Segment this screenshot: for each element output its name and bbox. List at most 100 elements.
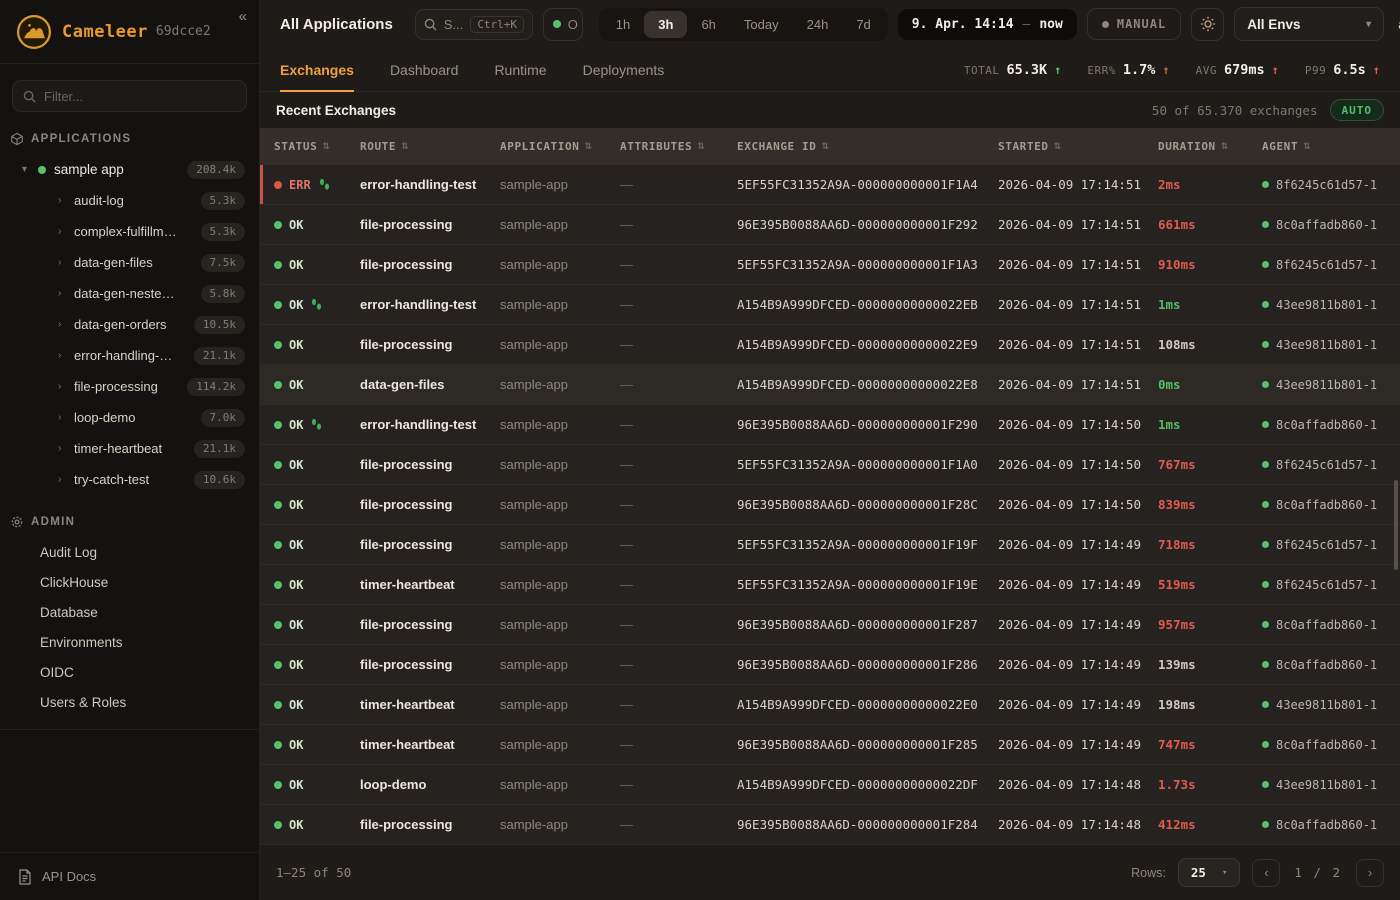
agent-status-dot <box>1262 301 1269 308</box>
table-body: ERR error-handling-test sample-app — 5EF… <box>260 165 1400 845</box>
column-header[interactable]: EXCHANGE ID ⇅ <box>737 140 998 153</box>
tab[interactable]: Runtime <box>494 62 547 78</box>
sidebar-route-item[interactable]: › try-catch-test 10.6k <box>0 464 259 495</box>
rows-per-page-select[interactable]: 25 ▾ <box>1177 858 1241 887</box>
sidebar-admin-item[interactable]: ClickHouse <box>0 567 259 597</box>
column-header[interactable]: DURATION ⇅ <box>1158 140 1262 153</box>
count-badge: 5.8k <box>200 284 245 303</box>
table-row[interactable]: OK file-processing sample-app — 96E395B0… <box>260 645 1400 685</box>
time-range-button[interactable]: 1h <box>615 16 631 32</box>
table-row[interactable]: OK file-processing sample-app — 5EF55FC3… <box>260 525 1400 565</box>
auto-refresh-badge[interactable]: AUTO <box>1329 99 1384 121</box>
sidebar-filter-input[interactable]: Filter... <box>12 80 247 112</box>
sidebar-admin-item[interactable]: Environments <box>0 627 259 657</box>
sort-icon[interactable]: ⇅ <box>1220 141 1229 152</box>
table-row[interactable]: OK file-processing sample-app — 5EF55FC3… <box>260 245 1400 285</box>
sort-icon[interactable]: ⇅ <box>584 141 593 152</box>
sidebar-admin-item[interactable]: Users & Roles <box>0 687 259 717</box>
table-row[interactable]: ERR error-handling-test sample-app — 5EF… <box>260 165 1400 205</box>
column-header[interactable]: STATUS ⇅ <box>274 140 360 153</box>
global-search-input[interactable]: S... Ctrl+K <box>414 8 533 40</box>
sidebar-route-item[interactable]: › error-handling-… 21.1k <box>0 340 259 371</box>
time-range-button[interactable]: 7d <box>856 16 871 32</box>
table-row[interactable]: OK error-handling-test sample-app — A154… <box>260 285 1400 325</box>
status-label: ERR <box>289 177 311 192</box>
chevron-right-icon[interactable]: › <box>58 288 62 299</box>
table-row[interactable]: OK file-processing sample-app — 96E395B0… <box>260 205 1400 245</box>
chevron-right-icon[interactable]: › <box>58 412 62 423</box>
chevron-right-icon[interactable]: › <box>58 443 62 454</box>
table-row[interactable]: OK timer-heartbeat sample-app — 5EF55FC3… <box>260 565 1400 605</box>
chevron-right-icon[interactable]: › <box>58 474 62 485</box>
sidebar-route-item[interactable]: › timer-heartbeat 21.1k <box>0 433 259 464</box>
table-row[interactable]: OK timer-heartbeat sample-app — 96E395B0… <box>260 725 1400 765</box>
sidebar-route-item[interactable]: › data-gen-orders 10.5k <box>0 309 259 340</box>
chevron-right-icon[interactable]: › <box>58 319 62 330</box>
table-row[interactable]: OK timer-heartbeat sample-app — A154B9A9… <box>260 685 1400 725</box>
chevron-right-icon[interactable]: › <box>58 226 62 237</box>
status-cell: OK <box>274 538 360 552</box>
time-range-button[interactable]: 24h <box>806 16 829 32</box>
chevron-right-icon[interactable]: › <box>58 195 62 206</box>
sort-icon[interactable]: ⇅ <box>1053 141 1062 152</box>
theme-toggle-button[interactable] <box>1191 7 1225 41</box>
time-range-button[interactable]: 6h <box>701 16 716 32</box>
table-row[interactable]: OK error-handling-test sample-app — 96E3… <box>260 405 1400 445</box>
table-row[interactable]: OK file-processing sample-app — 96E395B0… <box>260 485 1400 525</box>
application-cell: sample-app <box>500 417 568 432</box>
sidebar-admin-item[interactable]: OIDC <box>0 657 259 687</box>
column-header[interactable]: ATTRIBUTES ⇅ <box>620 140 737 153</box>
sidebar-route-item[interactable]: › loop-demo 7.0k <box>0 402 259 433</box>
table-row[interactable]: OK data-gen-files sample-app — A154B9A99… <box>260 365 1400 405</box>
sidebar-route-item[interactable]: › data-gen-files 7.5k <box>0 247 259 278</box>
sidebar-route-item[interactable]: › data-gen-neste… 5.8k <box>0 278 259 309</box>
environment-select[interactable]: All Envs ▾ <box>1234 7 1385 41</box>
previous-page-button[interactable]: ‹ <box>1252 858 1281 887</box>
sidebar-route-item[interactable]: › complex-fulfillm… 5.3k <box>0 216 259 247</box>
column-header[interactable]: APPLICATION ⇅ <box>500 140 620 153</box>
sort-icon[interactable]: ⇅ <box>401 141 410 152</box>
date-range-picker[interactable]: 9. Apr. 14:14 – now <box>897 8 1077 40</box>
sidebar-route-item[interactable]: › file-processing 114.2k <box>0 371 259 402</box>
api-docs-link[interactable]: API Docs <box>0 852 259 900</box>
column-header[interactable]: ROUTE ⇅ <box>360 140 500 153</box>
table-row[interactable]: OK loop-demo sample-app — A154B9A999DFCE… <box>260 765 1400 805</box>
sort-icon[interactable]: ⇅ <box>322 141 331 152</box>
scrollbar-thumb[interactable] <box>1394 480 1398 570</box>
manual-refresh-button[interactable]: MANUAL <box>1086 8 1182 40</box>
table-row[interactable]: OK file-processing sample-app — 96E395B0… <box>260 605 1400 645</box>
column-header[interactable]: STARTED ⇅ <box>998 140 1158 153</box>
agent-id: 8f6245c61d57-1 <box>1276 257 1378 272</box>
tab[interactable]: Dashboard <box>389 62 459 78</box>
tab[interactable]: Deployments <box>582 62 665 78</box>
sidebar-collapse-icon[interactable]: « <box>238 8 247 25</box>
sidebar-item-sample-app[interactable]: ▾ sample app 208.4k <box>0 154 259 185</box>
sort-icon[interactable]: ⇅ <box>697 141 706 152</box>
column-header[interactable]: AGENT ⇅ <box>1262 140 1400 153</box>
chevron-right-icon[interactable]: › <box>58 381 62 392</box>
column-label: DURATION <box>1158 140 1216 153</box>
chevron-down-icon[interactable]: ▾ <box>22 164 28 175</box>
status-dot <box>274 620 282 629</box>
live-toggle-button[interactable]: O <box>542 7 583 41</box>
application-cell: sample-app <box>500 657 568 672</box>
tab[interactable]: Exchanges <box>280 62 354 92</box>
table-row[interactable]: OK file-processing sample-app — A154B9A9… <box>260 325 1400 365</box>
sun-icon <box>1200 16 1216 32</box>
sidebar-route-item[interactable]: › audit-log 5.3k <box>0 185 259 216</box>
sort-icon[interactable]: ⇅ <box>1303 141 1312 152</box>
chevron-right-icon[interactable]: › <box>58 257 62 268</box>
agent-status-dot <box>1262 461 1269 468</box>
rows-per-page-label: Rows: <box>1131 865 1166 880</box>
time-range-button[interactable]: 3h <box>644 10 688 38</box>
chevron-right-icon[interactable]: › <box>58 350 62 361</box>
sidebar-admin-item[interactable]: Audit Log <box>0 537 259 567</box>
search-icon <box>23 90 36 103</box>
table-row[interactable]: OK file-processing sample-app — 96E395B0… <box>260 805 1400 845</box>
time-range-button[interactable]: Today <box>743 16 779 32</box>
table-row[interactable]: OK file-processing sample-app — 5EF55FC3… <box>260 445 1400 485</box>
route-cell: file-processing <box>360 457 453 472</box>
sidebar-admin-item[interactable]: Database <box>0 597 259 627</box>
sort-icon[interactable]: ⇅ <box>821 141 830 152</box>
next-page-button[interactable]: › <box>1356 858 1384 887</box>
